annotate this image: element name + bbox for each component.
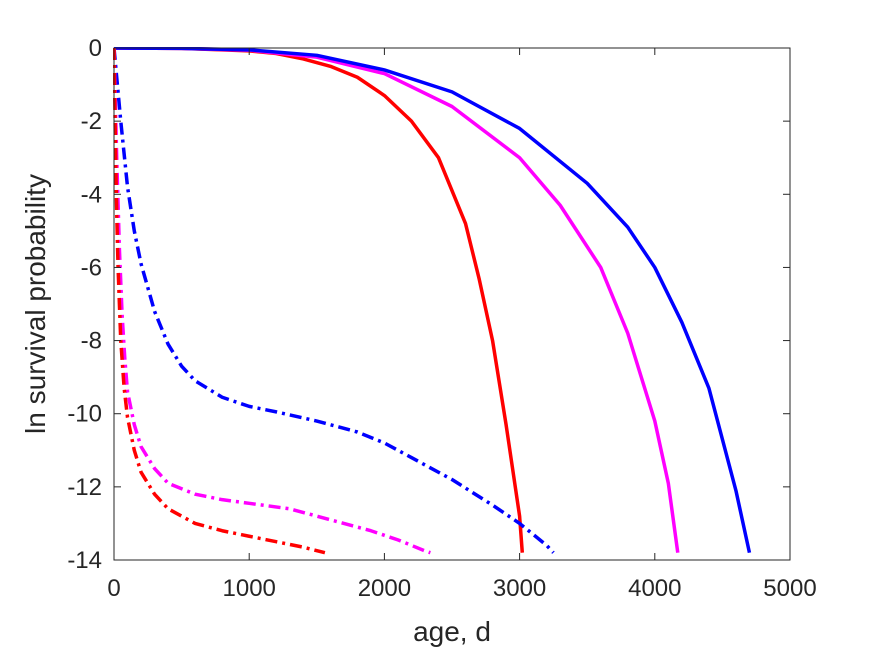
y-tick-label: 0 bbox=[89, 35, 102, 62]
plot-frame bbox=[113, 47, 791, 561]
x-tick-label: 0 bbox=[107, 575, 120, 602]
tick-labels-layer: 0 1000 2000 3000 4000 5000 0 -2 -4 -6 -8 -10 -12 -14 bbox=[67, 35, 816, 602]
x-axis-label: age, d bbox=[413, 616, 491, 647]
x-tick-label: 5000 bbox=[763, 575, 816, 602]
x-tick-label: 2000 bbox=[358, 575, 411, 602]
series-line-3 bbox=[113, 47, 752, 554]
x-tick-label: 1000 bbox=[223, 575, 276, 602]
series-line-5 bbox=[113, 47, 431, 555]
x-tick-label: 4000 bbox=[628, 575, 681, 602]
y-tick-label: -14 bbox=[67, 547, 102, 574]
y-tick-label: -12 bbox=[67, 474, 102, 501]
y-tick-label: -2 bbox=[81, 108, 102, 135]
plot-area bbox=[114, 48, 790, 560]
series-line-4 bbox=[113, 47, 555, 554]
x-tick-label: 3000 bbox=[493, 575, 546, 602]
y-tick-label: -10 bbox=[67, 401, 102, 428]
y-tick-label: -4 bbox=[81, 181, 102, 208]
y-axis-label: ln survival probability bbox=[20, 174, 51, 434]
ticks-layer bbox=[113, 47, 791, 561]
y-tick-label: -6 bbox=[81, 254, 102, 281]
series-line-6 bbox=[113, 47, 326, 555]
y-tick-label: -8 bbox=[81, 328, 102, 355]
